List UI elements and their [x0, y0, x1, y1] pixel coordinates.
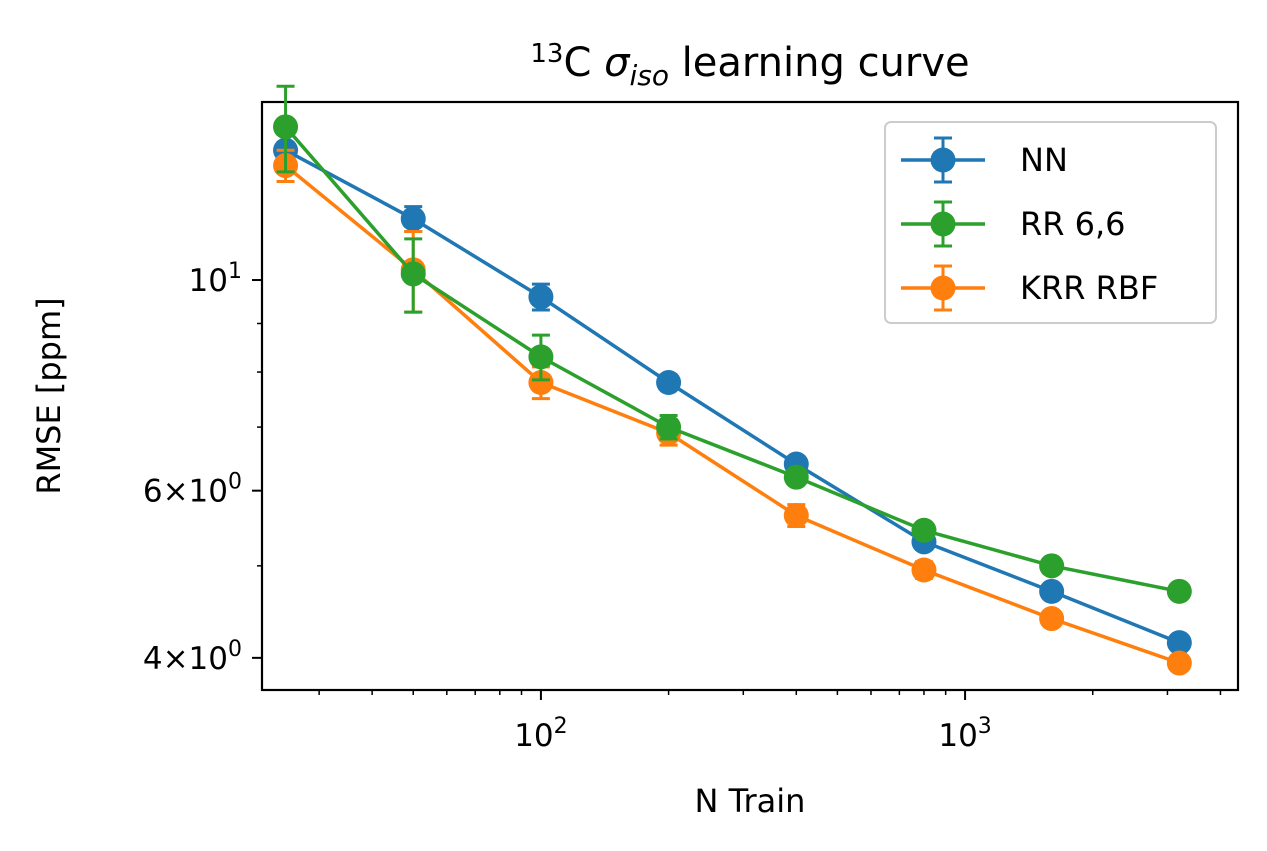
data-point [273, 114, 299, 140]
legend-entry: RR 6,6 [901, 200, 1126, 248]
y-tick-label: 4×100 [143, 637, 242, 677]
x-tick-exponent: 3 [978, 714, 992, 739]
legend-entry: NN [901, 136, 1068, 184]
title-element: C [563, 40, 604, 86]
data-point [400, 261, 426, 287]
legend-label: KRR RBF [1020, 269, 1158, 307]
y-tick-exponent: 0 [228, 470, 242, 495]
title-sigma: σ [604, 40, 631, 86]
y-axis-label: RMSE [ppm] [30, 297, 68, 494]
data-point [528, 344, 554, 370]
data-point [911, 517, 937, 543]
legend-marker [930, 147, 956, 173]
x-tick-base: 10 [514, 718, 553, 754]
y-tick-base: 10 [189, 263, 228, 299]
y-tick-base: 10 [189, 641, 228, 677]
legend-items: NN RR 6,6 KRR RBF [901, 136, 1158, 312]
series-line [284, 148, 1180, 645]
x-axis-ticks: 102 103 [318, 690, 1222, 754]
data-point [1039, 578, 1065, 604]
data-point [1166, 578, 1192, 604]
legend: NN RR 6,6 KRR RBF [884, 121, 1217, 324]
data-point [911, 557, 937, 583]
y-tick-mantissa: 4 [143, 641, 163, 677]
data-point [656, 369, 682, 395]
data-point [656, 414, 682, 440]
data-point [1166, 650, 1192, 676]
y-tick-base: 10 [189, 474, 228, 510]
y-tick-exponent: 1 [228, 259, 242, 284]
title-rest: learning curve [669, 40, 970, 86]
data-point [783, 464, 809, 490]
legend-label: NN [1020, 141, 1068, 179]
title-subscript: iso [629, 59, 669, 92]
y-tick-label: 101 [189, 259, 242, 299]
legend-marker [930, 275, 956, 301]
data-point [528, 369, 554, 395]
y-tick-times: × [163, 474, 189, 510]
x-tick-exponent: 2 [554, 714, 568, 739]
y-tick-label: 6×100 [143, 470, 242, 510]
x-tick-label: 103 [938, 714, 991, 754]
legend-box [884, 121, 1217, 324]
data-point [783, 502, 809, 528]
title-isotope-superscript: 13 [530, 39, 563, 69]
y-tick-times: × [163, 641, 189, 677]
data-point [1039, 606, 1065, 632]
data-point [528, 284, 554, 310]
series-line [284, 125, 1180, 594]
y-tick-exponent: 0 [228, 637, 242, 662]
data-point [400, 206, 426, 232]
y-tick-mantissa: 6 [143, 474, 163, 510]
x-tick-label: 102 [514, 714, 567, 754]
x-axis-label: N Train [695, 782, 806, 820]
data-point [1039, 553, 1065, 579]
legend-label: RR 6,6 [1020, 205, 1126, 243]
data-point [1166, 630, 1192, 656]
x-tick-base: 10 [938, 718, 977, 754]
plot-frame [260, 100, 1240, 692]
chart-title: 13C σiso learning curve [530, 39, 969, 92]
legend-marker [930, 211, 956, 237]
series-layer [273, 84, 1192, 676]
legend-entry: KRR RBF [901, 264, 1158, 312]
series-rr-6-6 [273, 84, 1192, 604]
